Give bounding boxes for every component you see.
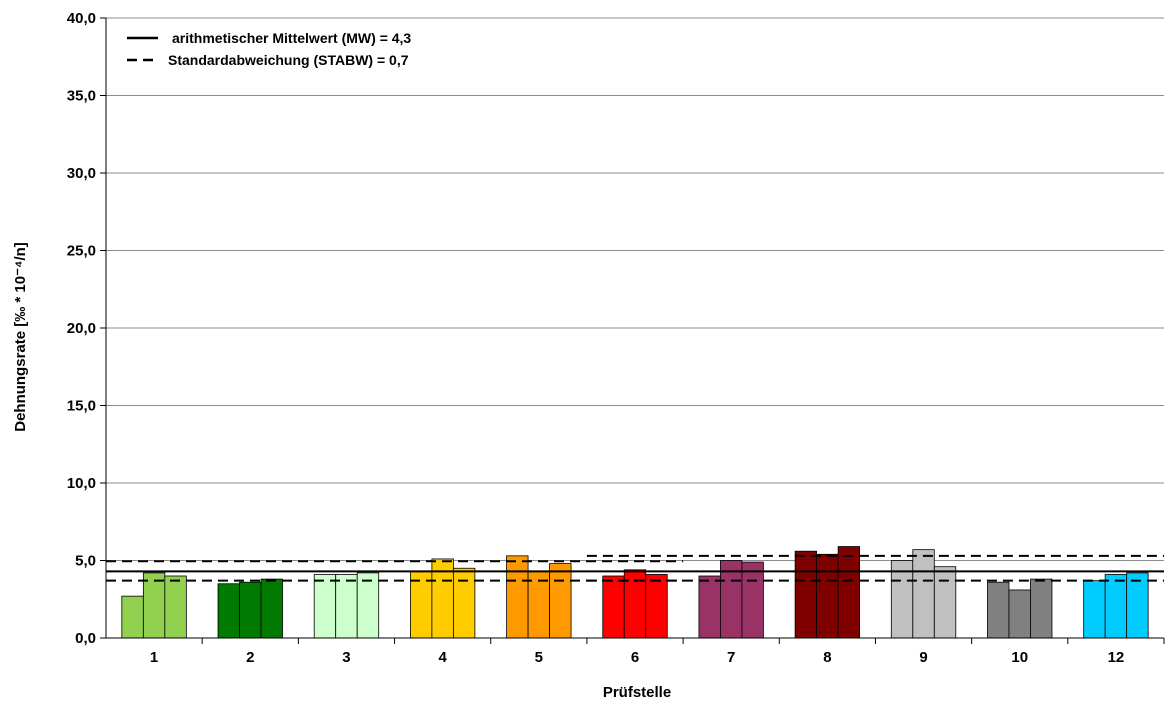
x-tick-label: 12	[1108, 649, 1125, 666]
x-tick-label: 1	[150, 649, 158, 666]
bar	[121, 595, 144, 639]
tick-labels: 0,05,010,015,020,025,030,035,040,01 2 3 4 5 6…	[67, 10, 1165, 666]
bar	[239, 581, 262, 639]
bar	[741, 561, 764, 639]
y-tick-label: 20,0	[67, 320, 96, 337]
y-tick-label: 35,0	[67, 88, 96, 105]
y-tick-label: 5,0	[75, 553, 96, 570]
gridlines	[106, 17, 1164, 561]
bar	[549, 563, 572, 639]
reference-lines	[106, 554, 1164, 582]
bar	[452, 567, 476, 639]
x-tick-label: 10	[1011, 649, 1028, 666]
bar	[142, 572, 166, 639]
bar	[1008, 589, 1031, 639]
bar	[645, 574, 668, 639]
y-tick-label: 10,0	[67, 475, 96, 492]
x-tick-label: 5	[535, 649, 543, 666]
bar	[794, 550, 818, 639]
legend-mean-label: arithmetischer Mittelwert (MW) = 4,3	[172, 30, 411, 46]
bar	[912, 549, 935, 639]
bar	[335, 574, 358, 639]
x-tick-label: 2	[246, 649, 254, 666]
bar	[1104, 574, 1128, 639]
x-tick-label: 8	[823, 649, 831, 666]
bar	[356, 572, 380, 639]
bar	[506, 555, 529, 639]
y-tick-label: 30,0	[67, 165, 96, 182]
y-tick-label: 0,0	[75, 630, 96, 647]
x-tick-label: 9	[919, 649, 927, 666]
bar	[260, 578, 283, 639]
y-axis-title: Dehnungsrate [‰ * 10⁻⁴/n]	[12, 242, 29, 432]
bar	[313, 574, 337, 639]
bar	[933, 566, 957, 639]
legend: arithmetischer Mittelwert (MW) = 4,3 Sta…	[127, 30, 411, 68]
bar	[837, 546, 861, 639]
x-tick-label: 7	[727, 649, 735, 666]
bar	[1083, 580, 1106, 639]
bar	[987, 581, 1010, 639]
bar	[1030, 578, 1053, 639]
bar	[217, 583, 240, 639]
legend-std-label: Standardabweichung (STABW) = 0,7	[168, 52, 409, 68]
x-axis-title: Prüfstelle	[603, 684, 671, 701]
x-tick-label: 4	[438, 649, 447, 666]
bar	[602, 575, 625, 639]
x-tick-label: 6	[631, 649, 639, 666]
y-tick-label: 40,0	[67, 10, 96, 27]
y-tick-label: 15,0	[67, 398, 96, 415]
bar	[816, 553, 839, 639]
bar	[698, 575, 721, 639]
x-tick-label: 3	[342, 649, 350, 666]
bar	[1126, 572, 1149, 639]
bar	[164, 575, 187, 639]
y-tick-label: 25,0	[67, 243, 96, 260]
